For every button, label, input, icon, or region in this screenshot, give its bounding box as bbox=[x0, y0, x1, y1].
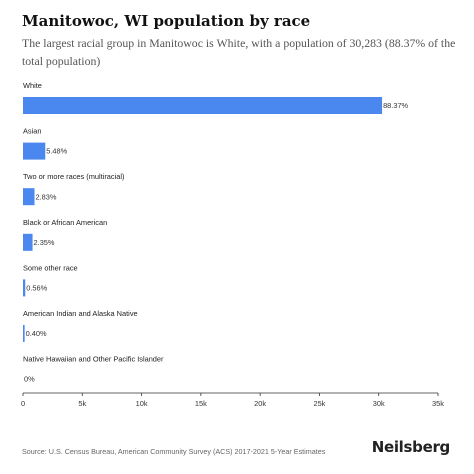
chart-title: Manitowoc, WI population by race bbox=[22, 12, 311, 30]
x-tick-label: 10k bbox=[136, 399, 148, 408]
x-tick-label: 30k bbox=[373, 399, 385, 408]
value-label: 0.40% bbox=[26, 329, 47, 338]
bar bbox=[23, 233, 33, 251]
brand-logo: Neilsberg bbox=[371, 438, 451, 456]
x-tick-label: 5k bbox=[78, 399, 86, 408]
category-label: Asian bbox=[23, 127, 42, 136]
value-label: 5.48% bbox=[46, 147, 67, 156]
category-label: Some other race bbox=[23, 263, 78, 272]
source-note: Source: U.S. Census Bureau, American Com… bbox=[22, 447, 326, 456]
chart-subtitle: The largest racial group in Manitowoc is… bbox=[22, 36, 456, 68]
x-tick-label: 25k bbox=[313, 399, 325, 408]
category-label: American Indian and Alaska Native bbox=[23, 309, 138, 318]
category-label: Native Hawaiian and Other Pacific Island… bbox=[23, 355, 164, 364]
value-label: 88.37% bbox=[383, 101, 408, 110]
x-tick-label: 0 bbox=[21, 399, 25, 408]
bar bbox=[23, 142, 46, 160]
value-label: 0.56% bbox=[26, 284, 47, 293]
x-tick-label: 15k bbox=[195, 399, 207, 408]
x-tick-label: 20k bbox=[254, 399, 266, 408]
category-label: Two or more races (multiracial) bbox=[23, 172, 124, 181]
bar bbox=[23, 97, 383, 114]
bar bbox=[23, 279, 26, 297]
category-label: Black or African American bbox=[23, 218, 107, 227]
category-label: White bbox=[23, 81, 42, 90]
x-tick-label: 35k bbox=[432, 399, 444, 408]
value-label: 2.83% bbox=[36, 192, 57, 201]
value-label: 2.35% bbox=[34, 238, 55, 247]
bar bbox=[23, 325, 25, 342]
value-label: 0% bbox=[24, 375, 35, 384]
bar bbox=[23, 188, 35, 206]
